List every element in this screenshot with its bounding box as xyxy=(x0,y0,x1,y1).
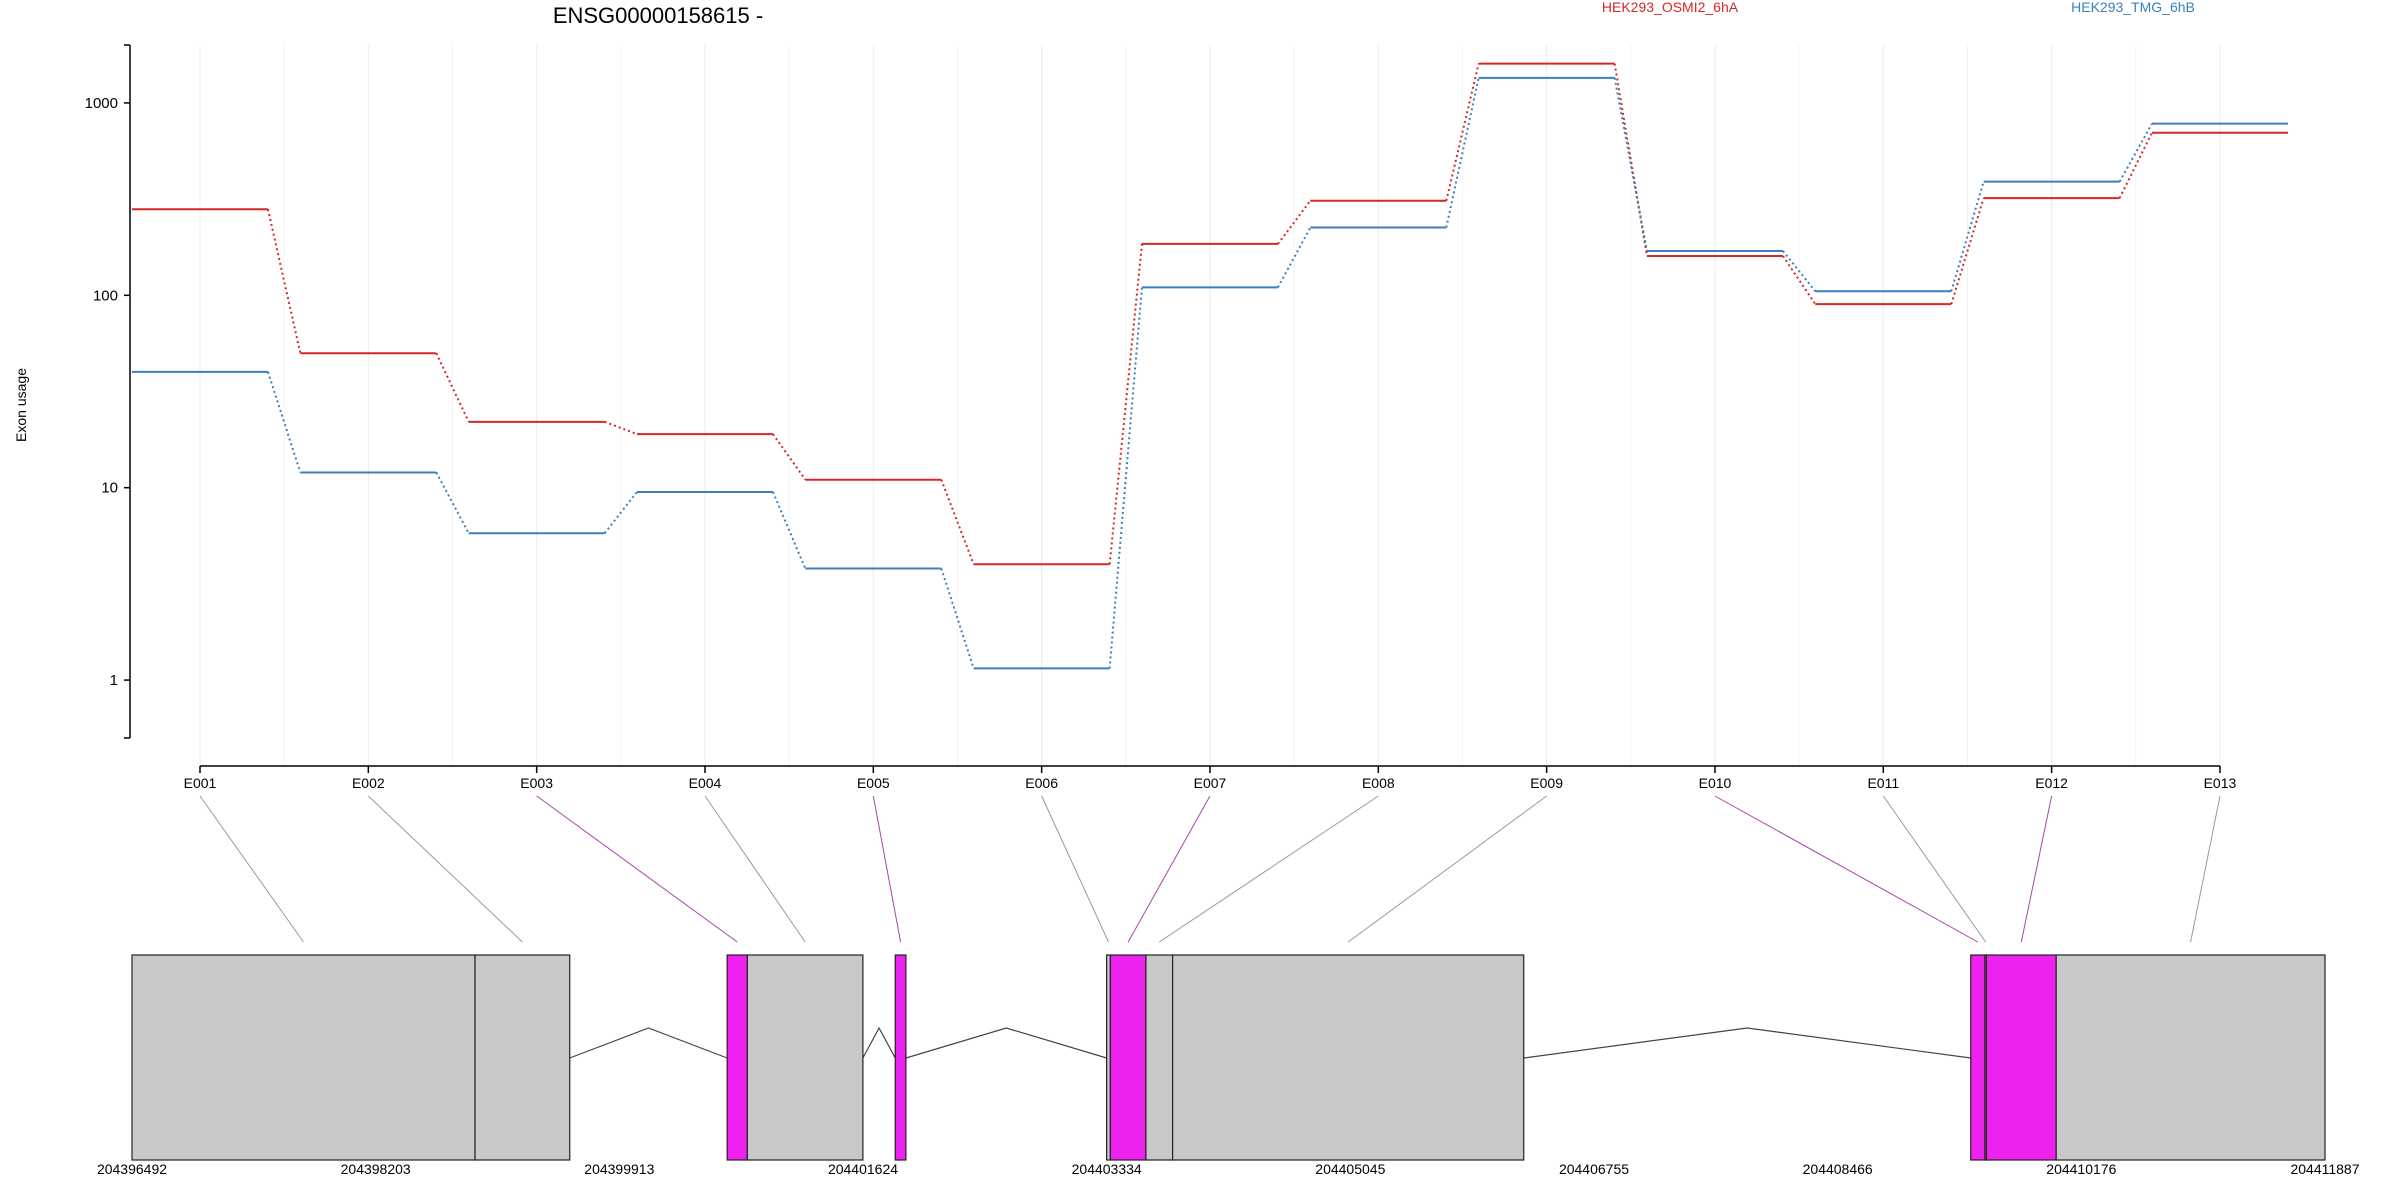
series-1-connector xyxy=(772,491,807,569)
x-tick-label: E003 xyxy=(520,775,553,791)
coordinate-label: 204398203 xyxy=(341,1161,411,1177)
exon-connector xyxy=(199,795,304,943)
exon-connector xyxy=(1127,795,1211,943)
exon-connector xyxy=(1347,795,1547,943)
exon-e002 xyxy=(474,954,571,1161)
series-1-connector xyxy=(2118,123,2153,183)
intron-line xyxy=(905,1027,1107,1059)
x-axis: E001 E002 E003 E004 E005 E006 E007 E008 E009 E010… xyxy=(184,765,2237,791)
exon-e012 xyxy=(1985,954,2057,1161)
x-tick-label: E006 xyxy=(1025,775,1058,791)
intron-line xyxy=(862,1026,896,1059)
exon-e004 xyxy=(746,954,864,1161)
coordinate-label: 204406755 xyxy=(1559,1161,1629,1177)
exon-e005 xyxy=(894,954,907,1161)
series-1-connector xyxy=(435,471,470,534)
legend-entry-tmg: HEK293_TMG_6hB xyxy=(2071,0,2195,15)
coordinate-label: 204396492 xyxy=(97,1161,167,1177)
y-tick-label: 1 xyxy=(110,672,118,689)
series-1-connector xyxy=(1108,287,1143,669)
exon-e008 xyxy=(1145,954,1174,1161)
exon-connector xyxy=(2020,795,2053,943)
x-tick-label: E004 xyxy=(689,775,722,791)
exon-connector xyxy=(1041,795,1109,943)
coordinate-label: 204410176 xyxy=(2046,1161,2116,1177)
series-1-connector xyxy=(1445,77,1480,228)
exon-e009 xyxy=(1171,954,1525,1161)
y-tick-label: 1000 xyxy=(85,95,118,112)
series-0-connector xyxy=(1950,197,1985,305)
x-tick-label: E001 xyxy=(184,775,217,791)
exon-e010 xyxy=(1970,954,1986,1161)
coordinate-label: 204399913 xyxy=(584,1161,654,1177)
series-1-connector xyxy=(1782,250,1817,292)
exon-connector xyxy=(2190,795,2221,943)
exon-e001 xyxy=(131,954,476,1161)
legend-entry-osmi2: HEK293_OSMI2_6hA xyxy=(1602,0,1739,15)
series-0-connector xyxy=(1108,243,1143,565)
exon-connector xyxy=(1158,795,1379,943)
series-0-connector xyxy=(2118,132,2153,199)
vertical-grid xyxy=(199,45,2221,766)
coordinate-label: 204403334 xyxy=(1072,1161,1142,1177)
coordinate-label: 204411887 xyxy=(2290,1161,2359,1177)
x-tick-label: E012 xyxy=(2035,775,2068,791)
series-1-connector xyxy=(603,491,638,534)
chart-title: ENSG00000158615 - xyxy=(553,3,763,28)
exon-connector xyxy=(704,795,806,943)
y-tick-label: 10 xyxy=(101,480,118,497)
coordinate-label: 204405045 xyxy=(1315,1161,1385,1177)
x-tick-label: E005 xyxy=(857,775,890,791)
genomic-coordinate-axis: 204396492 204398203 204399913 204401624 2044… xyxy=(97,1161,2360,1177)
x-tick-label: E007 xyxy=(1194,775,1227,791)
exon-connector xyxy=(1714,795,1979,943)
exon-e003 xyxy=(726,954,748,1161)
exon-connector xyxy=(536,795,738,943)
exon-e013 xyxy=(2055,954,2326,1161)
x-tick-label: E009 xyxy=(1530,775,1563,791)
series-0-connector xyxy=(1445,63,1480,202)
series-1-connector xyxy=(1950,181,1985,292)
exon-e007 xyxy=(1109,954,1147,1161)
coordinate-label: 204408466 xyxy=(1803,1161,1873,1177)
series-0-connector xyxy=(772,433,807,481)
exon-connector xyxy=(367,795,523,943)
exon-connectors xyxy=(199,795,2221,943)
y-axis-label: Exon usage xyxy=(13,368,29,442)
series-1-connector xyxy=(1277,227,1312,288)
x-tick-label: E013 xyxy=(2204,775,2237,791)
coordinate-label: 204401624 xyxy=(828,1161,898,1177)
series-0-connector xyxy=(604,420,638,436)
intron-line xyxy=(569,1027,728,1059)
series-1-connector xyxy=(1613,77,1648,252)
x-tick-label: E010 xyxy=(1699,775,1732,791)
series-lines xyxy=(132,62,2288,670)
x-tick-label: E008 xyxy=(1362,775,1395,791)
y-tick-label: 100 xyxy=(93,287,118,304)
x-tick-label: E002 xyxy=(352,775,385,791)
exon-connector xyxy=(872,795,902,943)
gene-model xyxy=(131,954,2326,1161)
intron-line xyxy=(1523,1027,1971,1059)
series-0-connector xyxy=(1277,200,1312,245)
exon-connector xyxy=(1882,795,1987,943)
series-0-connector xyxy=(940,479,975,565)
x-tick-label: E011 xyxy=(1867,775,1899,791)
y-axis: 1 10 100 1000 xyxy=(85,44,131,739)
